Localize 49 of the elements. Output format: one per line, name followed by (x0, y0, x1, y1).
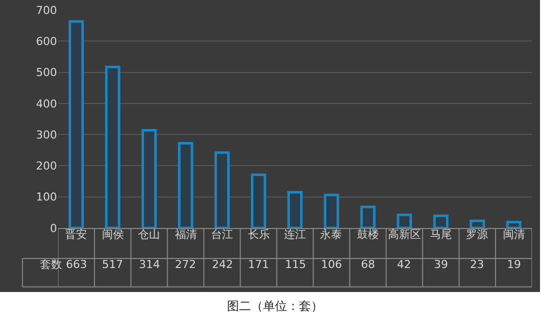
data-label: 115 (285, 258, 306, 271)
data-label: 19 (507, 258, 521, 271)
data-label: 42 (397, 258, 411, 271)
bar (360, 206, 376, 228)
x-tick-label: 鼓楼 (357, 228, 379, 241)
data-label: 39 (434, 258, 448, 271)
bar (178, 142, 194, 228)
x-tick-label: 台江 (211, 228, 233, 241)
bar (68, 20, 84, 228)
x-tick-label: 长乐 (248, 228, 270, 241)
bar (324, 194, 340, 228)
x-tick-label: 永泰 (320, 228, 342, 241)
data-label: 314 (139, 258, 160, 271)
bar (287, 190, 303, 228)
data-label: 242 (212, 258, 233, 271)
y-tick-label: 200 (36, 160, 57, 173)
y-tick-label: 400 (36, 97, 57, 110)
x-tick-label: 连江 (284, 228, 306, 241)
bar (214, 151, 230, 228)
bar (470, 220, 485, 228)
data-label: 517 (102, 258, 123, 271)
data-label: 272 (175, 258, 196, 271)
text: 图二（单位：套） (226, 298, 324, 315)
x-tick-label: 闽清 (503, 228, 525, 241)
x-tick-label: 罗源 (466, 228, 488, 241)
x-tick-label: 晋安 (65, 228, 87, 241)
bar (506, 220, 522, 228)
text: 套数 (40, 258, 62, 271)
y-tick-label: 0 (50, 222, 57, 235)
data-label: 171 (248, 258, 269, 271)
bar (250, 174, 266, 228)
y-tick-label: 500 (36, 66, 57, 80)
x-tick-label: 高新区 (388, 228, 421, 241)
y-tick-label: 600 (36, 34, 57, 48)
y-tick-label: 100 (36, 190, 57, 204)
x-tick-label: 闽侯 (102, 228, 124, 241)
y-tick-label: 300 (36, 128, 57, 142)
data-label: 23 (470, 258, 484, 271)
bar (105, 66, 120, 228)
data-label: 663 (66, 258, 87, 271)
y-tick-label: 700 (36, 4, 57, 17)
x-tick-label: 福清 (175, 228, 197, 241)
bar (396, 214, 412, 228)
x-tick-label: 仓山 (138, 228, 160, 241)
bar (142, 128, 157, 228)
data-label: 68 (361, 258, 375, 271)
x-tick-label: 马尾 (430, 228, 452, 241)
bar (433, 214, 448, 228)
data-label: 106 (321, 258, 342, 271)
